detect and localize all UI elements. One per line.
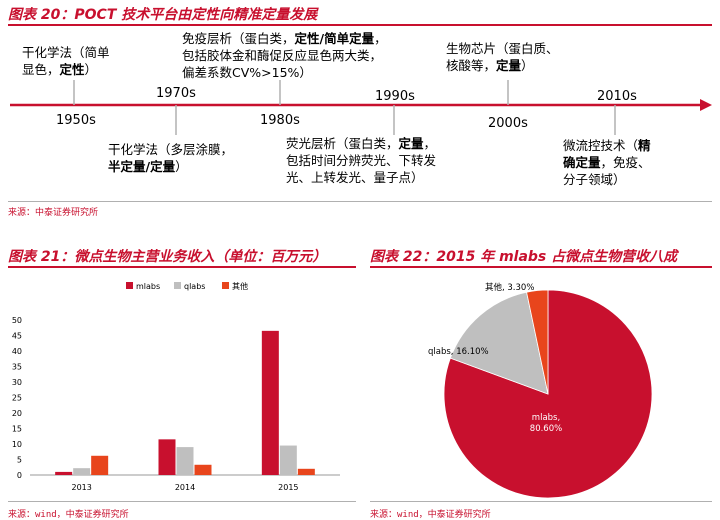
year-1980s: 1980s [260,113,300,128]
y-tick-label: 50 [12,316,22,325]
event-1950s: 干化学法（简单 显色，定性） [22,45,110,77]
x-tick-label: 2013 [71,483,91,492]
event-1990s: 荧光层析（蛋白类，定量， 包括时间分辨荧光、下转发 光、上转发光、量子点） [286,136,437,185]
legend-swatch-qlabs [174,282,181,289]
bar-qlabs-2015 [279,445,297,475]
y-tick-label: 25 [12,394,22,403]
bar-mlabs-2013 [55,471,73,475]
bar-qlabs-2013 [73,468,91,475]
legend-label-其他: 其他 [232,281,248,291]
pie-slice-其他 [526,289,549,395]
fig22-source: 来源：wind，中泰证券研究所 [370,510,491,520]
year-1950s: 1950s [56,113,96,128]
fig21-title: 图表 21：微点生物主营业务收入（单位：百万元） [8,249,327,265]
pie-label-其他: 其他, 3.30% [485,282,534,293]
timeline [10,80,712,135]
y-tick-label: 10 [12,440,22,449]
year-1970s: 1970s [156,86,196,101]
fig20-source: 来源：中泰证券研究所 [8,208,99,218]
y-tick-label: 40 [12,347,22,356]
y-tick-label: 0 [17,471,22,480]
pie-chart: mlabs,80.60% qlabs, 16.10% 其他, 3.30% [428,282,653,499]
x-tick-label: 2015 [278,483,298,492]
pie-label-mlabs-value: 80.60% [530,424,562,434]
fig22-title: 图表 22：2015 年 mlabs 占微点生物营收八成 [370,249,678,265]
fig20-bottom-rule [8,201,712,202]
pie-label-mlabs: mlabs, [532,413,560,423]
event-2000s: 生物芯片（蛋白质、 核酸等，定量） [446,41,559,73]
y-tick-label: 5 [17,456,22,465]
legend-swatch-mlabs [126,282,133,289]
fig22-title-rule [370,266,712,268]
fig21-title-rule [8,266,356,268]
x-tick-label: 2014 [175,483,195,492]
y-tick-label: 30 [12,378,22,387]
event-1970s: 干化学法（多层涂膜， 半定量/定量） [108,142,234,174]
event-2010s: 微流控技术（精 确定量，免疫、 分子领域） [563,138,651,187]
fig22-bottom-rule [370,501,712,502]
bar-其他-2014 [194,464,212,475]
pie-slice-qlabs [449,291,549,395]
bar-chart: 0 5 10 15 20 25 30 35 40 45 50 2013 2014 2015 mlabs qla… [12,281,340,492]
fig20-title: 图表 20：POCT 技术平台由定性向精准定量发展 [8,7,318,23]
fig21-bottom-rule [8,501,356,502]
y-tick-label: 35 [12,363,22,372]
y-tick-label: 45 [12,332,22,341]
event-1980s: 免疫层析（蛋白类，定性/简单定量， 包括胶体金和酶促反应显色两大类， 偏差系数C… [182,31,387,80]
bar-mlabs-2015 [261,330,279,475]
year-2000s: 2000s [488,116,528,131]
year-1990s: 1990s [375,89,415,104]
y-tick-label: 15 [12,425,22,434]
bar-mlabs-2014 [158,439,176,475]
year-2010s: 2010s [597,89,637,104]
fig21-source: 来源：wind，中泰证券研究所 [8,510,129,520]
legend-label-qlabs: qlabs [184,282,205,291]
legend-label-mlabs: mlabs [136,282,160,291]
fig20-title-rule [8,24,712,26]
timeline-arrow-icon [700,99,712,111]
pie-label-qlabs: qlabs, 16.10% [428,347,489,357]
bar-其他-2013 [91,455,109,475]
bar-其他-2015 [297,468,315,475]
y-tick-label: 20 [12,409,22,418]
bar-qlabs-2014 [176,447,194,475]
legend-swatch-其他 [222,282,229,289]
